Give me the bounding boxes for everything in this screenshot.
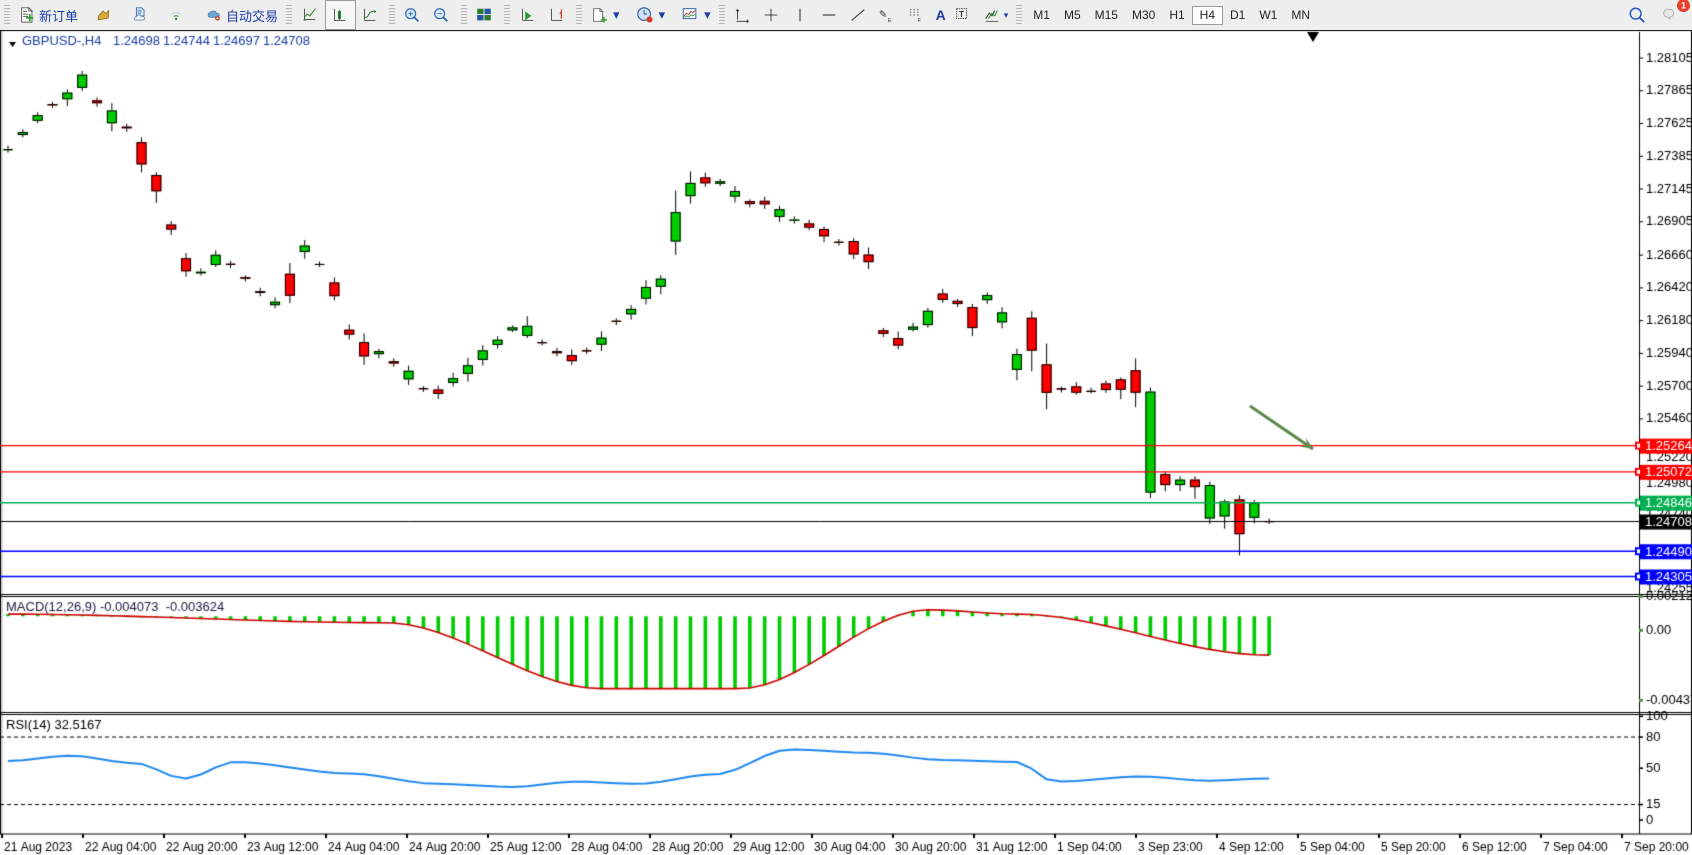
svg-text:F: F [917, 18, 921, 24]
svg-text:1: 1 [1681, 1, 1686, 11]
svg-text:T: T [959, 10, 964, 19]
svg-text:E: E [888, 18, 892, 24]
svg-text:✎: ✎ [879, 10, 887, 21]
